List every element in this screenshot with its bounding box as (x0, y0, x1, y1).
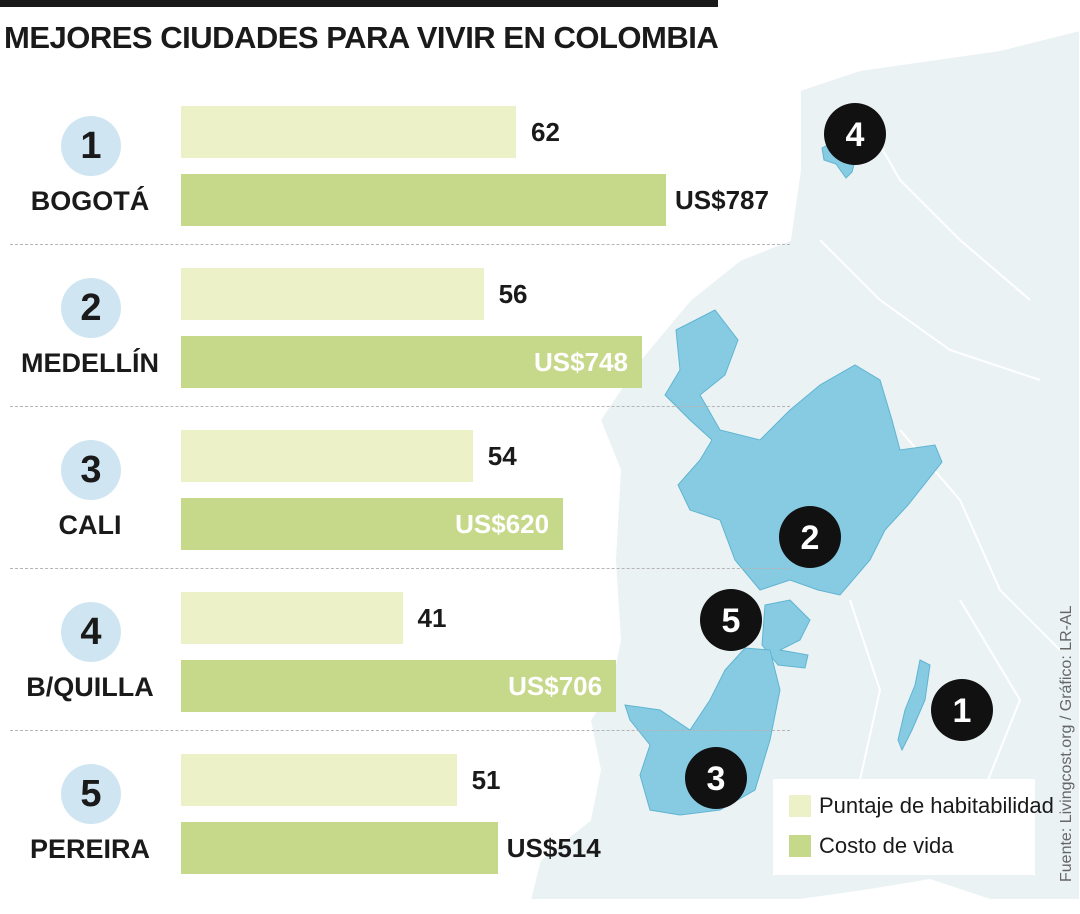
city-row-cali: 3 CALI 54 US$620 (0, 428, 800, 590)
cost-bar (181, 822, 498, 874)
map-marker-2: 2 (779, 506, 841, 568)
score-value-label: 54 (487, 441, 517, 471)
cost-bar (181, 174, 666, 226)
map-marker-label: 2 (801, 519, 820, 557)
cost-bar (181, 660, 617, 712)
cost-value-label: US$620 (455, 509, 550, 539)
city-row-pereira: 5 PEREIRA 51 US$514 (0, 752, 800, 914)
score-bar (181, 754, 457, 806)
map-marker-1: 1 (931, 679, 993, 741)
score-value-label: 41 (417, 603, 447, 633)
score-bar (181, 106, 516, 158)
map-marker-5: 5 (700, 589, 762, 651)
row-divider (10, 406, 790, 407)
map-marker-circle (824, 103, 886, 165)
legend-swatch-cost (789, 835, 811, 857)
cost-value-label: US$748 (533, 347, 628, 377)
map-marker-circle (700, 589, 762, 651)
legend-item-cost: Costo de vida (789, 833, 954, 859)
city-name: CALI (58, 510, 122, 540)
map-marker-3: 3 (685, 747, 747, 809)
score-value-label: 56 (498, 279, 528, 309)
row-divider (10, 568, 790, 569)
map-marker-label: 5 (722, 602, 741, 640)
score-value-label: 62 (531, 117, 560, 147)
city-row-b-quilla: 4 B/QUILLA 41 US$706 (0, 590, 800, 752)
map-marker-label: 3 (707, 760, 726, 798)
score-bar (181, 592, 403, 644)
map-marker-circle (779, 506, 841, 568)
cost-value-label: US$706 (508, 671, 603, 701)
map-region-border-2 (819, 239, 1041, 381)
map-marker-circle (931, 679, 993, 741)
chart-title: MEJORES CIUDADES PARA VIVIR EN COLOMBIA (4, 20, 719, 55)
map-highlights (624, 137, 943, 816)
score-bar (181, 268, 484, 320)
legend-item-score: Puntaje de habitabilidad (789, 793, 1054, 819)
map-marker-label: 4 (846, 116, 865, 154)
map-marker-label: 1 (953, 692, 972, 730)
source-note: Fuente: Livingcost.org / Gráfico: LR-AL (1058, 605, 1075, 882)
legend-swatch-score (789, 795, 811, 817)
map-highlight-cundinamarca (897, 659, 931, 752)
cost-value-label: US$514 (506, 833, 601, 863)
cost-value-label: US$787 (675, 185, 769, 215)
city-row-medellin: 2 MEDELLÍN 56 US$748 (0, 266, 800, 428)
city-name: MEDELLÍN (21, 348, 159, 378)
map-marker-4: 4 (824, 103, 886, 165)
map-marker-circle (685, 747, 747, 809)
score-value-label: 51 (471, 765, 501, 795)
map-highlight-antioquia (664, 309, 943, 596)
legend-label-cost: Costo de vida (819, 833, 954, 858)
cost-bar (181, 336, 642, 388)
map-region-border-5 (959, 599, 1022, 801)
rank-badge: 1 (61, 116, 121, 176)
city-name: B/QUILLA (26, 672, 154, 702)
legend-label-score: Puntaje de habitabilidad (819, 793, 1054, 818)
city-name: PEREIRA (29, 834, 151, 864)
rank-badge: 2 (61, 278, 121, 338)
cost-bar (181, 498, 564, 550)
top-rule (0, 0, 718, 7)
legend: Puntaje de habitabilidad Costo de vida (773, 779, 1054, 875)
row-divider (10, 244, 790, 245)
rank-badge: 5 (61, 764, 121, 824)
city-name: BOGOTÁ (30, 186, 150, 216)
score-bar (181, 430, 473, 482)
map-markers: 4 2 5 1 3 (685, 103, 993, 809)
rank-badge: 4 (61, 602, 121, 662)
city-row-bogota: 1 BOGOTÁ 62 US$787 (0, 104, 800, 266)
row-divider (10, 730, 790, 731)
rank-badge: 3 (61, 440, 121, 500)
